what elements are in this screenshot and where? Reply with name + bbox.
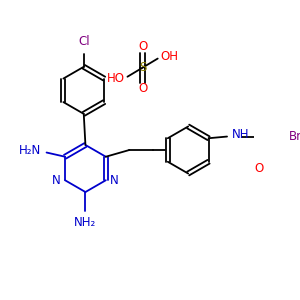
- Text: OH: OH: [160, 50, 178, 63]
- Text: NH: NH: [232, 128, 250, 141]
- Text: NH₂: NH₂: [74, 216, 97, 229]
- Text: HO: HO: [107, 72, 125, 85]
- Text: Br: Br: [289, 130, 300, 143]
- Text: Cl: Cl: [78, 35, 90, 48]
- Text: H₂N: H₂N: [19, 144, 41, 157]
- Text: N: N: [110, 174, 119, 187]
- Text: N: N: [52, 174, 61, 187]
- Text: O: O: [138, 40, 147, 53]
- Text: O: O: [138, 82, 147, 95]
- Text: O: O: [254, 162, 264, 175]
- Text: S: S: [139, 61, 146, 74]
